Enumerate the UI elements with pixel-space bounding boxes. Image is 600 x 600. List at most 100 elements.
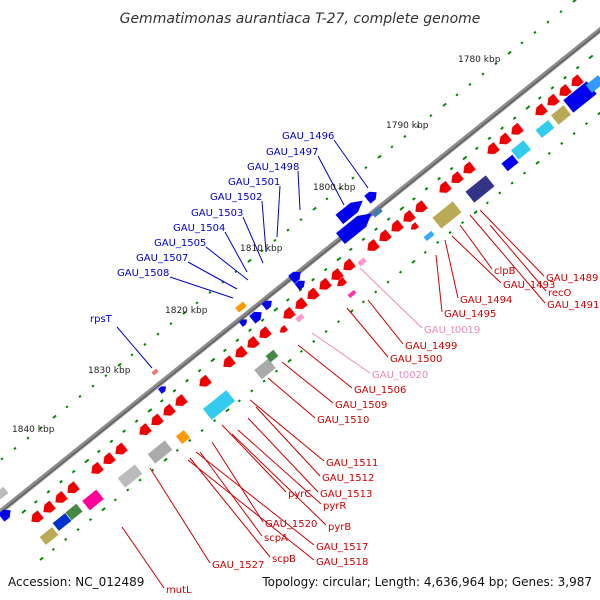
gene-label[interactable]: GAU_1496 <box>282 131 334 142</box>
gc-skew-mark <box>260 249 264 253</box>
gc-skew-mark <box>222 348 227 353</box>
gene-label[interactable]: GAU_1494 <box>460 295 512 306</box>
topology-text: Topology: circular; Length: 4,636,964 bp… <box>261 575 592 589</box>
gene-label[interactable]: GAU_1503 <box>191 208 243 219</box>
gene-label[interactable]: GAU_1500 <box>390 354 442 365</box>
gene-label[interactable]: GAU_t0019 <box>424 325 480 336</box>
gene-label[interactable]: GAU_1499 <box>405 341 457 352</box>
gc-skew-mark <box>455 93 459 97</box>
gc-skew-mark <box>71 469 76 474</box>
gc-skew-mark <box>225 408 230 413</box>
gc-skew-mark <box>88 518 93 522</box>
reverse-gene-arrow <box>511 122 524 135</box>
gc-skew-mark <box>473 210 478 215</box>
gene-label[interactable]: GAU_1512 <box>322 473 374 484</box>
gene-label[interactable]: GAU_1493 <box>503 280 555 291</box>
reverse-gene-arrow <box>223 355 236 368</box>
gene-label[interactable]: GAU_1501 <box>228 177 280 188</box>
gc-skew-mark <box>351 176 355 180</box>
leader-line <box>187 261 238 290</box>
forward-gene-arrow <box>335 200 363 225</box>
gene-label[interactable]: GAU_1509 <box>335 400 387 411</box>
gc-skew-mark <box>78 394 82 398</box>
reverse-gene-arrow <box>115 442 128 455</box>
leader-line <box>221 424 287 493</box>
accession-text: Accession: NC_012489 <box>8 575 144 589</box>
gene-label[interactable]: mutL <box>166 585 192 596</box>
gene-feature-block <box>254 358 276 380</box>
leader-line <box>444 239 459 299</box>
gene-label[interactable]: GAU_1517 <box>316 542 368 553</box>
gc-skew-mark <box>143 342 147 346</box>
gc-skew-mark <box>26 436 30 440</box>
gc-skew-mark <box>286 228 290 232</box>
gene-label[interactable]: GAU_1511 <box>326 458 378 469</box>
gene-feature-block <box>551 105 571 125</box>
gc-skew-mark <box>182 310 187 315</box>
gene-label[interactable]: GAU_1508 <box>117 268 169 279</box>
gene-label[interactable]: GAU_1527 <box>212 560 264 571</box>
gc-skew-mark <box>572 0 577 3</box>
reverse-gene-arrow <box>151 413 164 426</box>
reverse-gene-arrow <box>67 481 80 494</box>
gene-label[interactable]: GAU_1505 <box>154 238 206 249</box>
gene-label[interactable]: GAU_1518 <box>316 557 368 568</box>
gene-label[interactable]: GAU_1502 <box>210 192 262 203</box>
kbp-tick-label: 1820 kbp <box>165 306 208 316</box>
reverse-gene-arrow <box>379 229 392 242</box>
gene-label[interactable]: GAU_1510 <box>317 415 369 426</box>
gene-label[interactable]: GAU_1495 <box>444 309 496 320</box>
gene-label[interactable]: GAU_1491 <box>547 300 599 311</box>
gc-skew-mark <box>91 384 95 388</box>
leader-line <box>435 254 443 313</box>
gc-skew-mark <box>424 187 429 191</box>
gene-label[interactable]: GAU_1498 <box>247 162 299 173</box>
gene-label[interactable]: GAU_1489 <box>546 273 598 284</box>
gene-label[interactable]: pyrB <box>328 522 351 533</box>
gc-skew-mark <box>195 301 199 305</box>
forward-gene-arrow <box>261 300 272 311</box>
gene-label[interactable]: GAU_1507 <box>136 253 188 264</box>
gene-label[interactable]: GAU_t0020 <box>372 370 428 381</box>
gene-label[interactable]: pyrR <box>323 501 346 512</box>
reverse-gene-arrow <box>259 326 272 339</box>
gc-skew-mark <box>250 389 254 393</box>
forward-gene-arrow <box>336 213 372 244</box>
gene-label[interactable]: GAU_1506 <box>354 385 406 396</box>
leader-line <box>249 399 325 462</box>
gene-label[interactable]: scpA <box>264 533 288 544</box>
gene-label[interactable]: GAU_1520 <box>265 519 317 530</box>
gc-skew-mark <box>411 197 416 201</box>
reverse-gene-arrow <box>403 209 416 222</box>
leader-line <box>205 246 249 281</box>
reverse-gene-arrow <box>499 132 512 145</box>
gene-label[interactable]: GAU_1497 <box>266 147 318 158</box>
gene-feature-block <box>52 513 72 531</box>
reverse-gene-arrow <box>343 258 356 271</box>
gene-label[interactable]: clpB <box>494 266 516 277</box>
gene-label[interactable]: recO <box>548 288 572 299</box>
leader-line <box>149 467 211 564</box>
reverse-gene-arrow <box>391 219 404 232</box>
gc-skew-mark <box>361 300 365 304</box>
gc-skew-mark <box>122 429 126 433</box>
gc-skew-mark <box>460 221 465 225</box>
kbp-tick-label: 1800 kbp <box>313 183 356 193</box>
gene-feature-block <box>82 489 104 511</box>
gene-feature-block <box>202 390 236 420</box>
gc-skew-mark <box>200 429 204 433</box>
gc-skew-mark <box>560 141 564 145</box>
gc-skew-mark <box>336 320 341 324</box>
gc-skew-mark <box>169 322 173 326</box>
reverse-gene-arrow <box>91 461 104 474</box>
gene-label[interactable]: GAU_1504 <box>173 223 225 234</box>
gene-label[interactable]: rpsT <box>90 314 113 325</box>
gc-skew-mark <box>423 250 427 254</box>
gc-skew-mark <box>273 307 279 312</box>
gene-label[interactable]: pyrC <box>288 489 311 500</box>
gc-skew-track <box>0 0 600 561</box>
gene-label[interactable]: GAU_1513 <box>320 489 372 500</box>
gc-skew-mark <box>235 338 240 343</box>
gene-label[interactable]: scpB <box>272 554 296 565</box>
